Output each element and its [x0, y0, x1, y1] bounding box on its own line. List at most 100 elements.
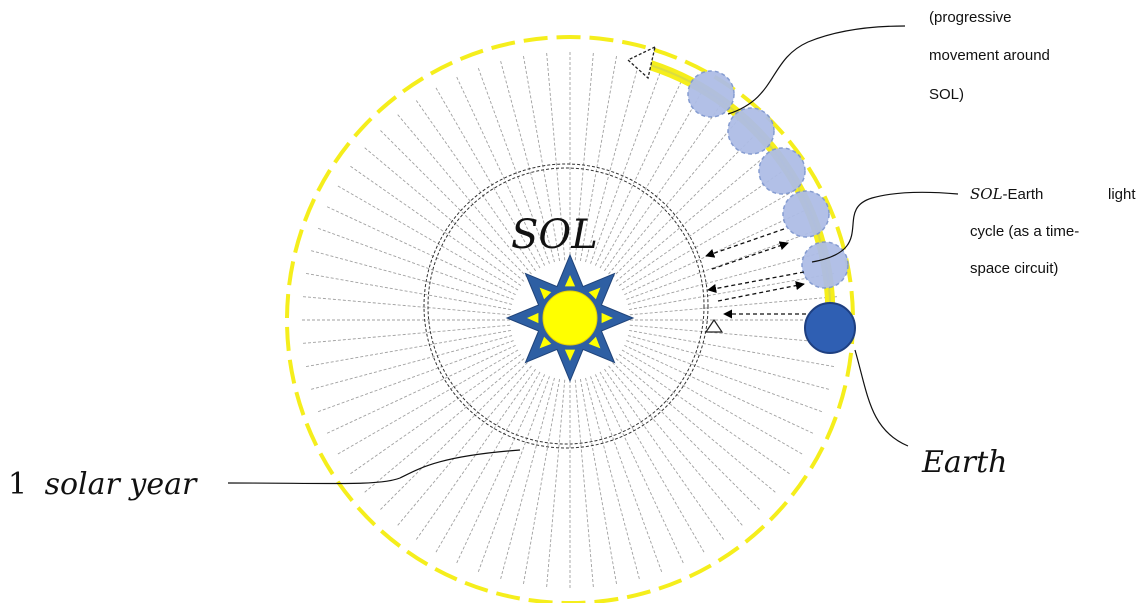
ray-line — [378, 362, 528, 512]
ray-line — [621, 349, 805, 456]
movement-label-line: (progressive — [929, 9, 1012, 26]
ray-line — [396, 365, 532, 528]
ray-line — [629, 296, 840, 316]
ray-line — [477, 376, 550, 574]
year-leader-line — [227, 449, 521, 485]
ray-line — [608, 365, 744, 528]
star-accent — [539, 287, 552, 300]
ray-line — [594, 75, 685, 266]
inner-circuit-arrowhead — [704, 318, 724, 333]
ray-line — [608, 112, 744, 275]
ray-line — [455, 75, 546, 266]
ray-line — [546, 50, 566, 261]
ray-line — [414, 98, 536, 272]
ray-line — [629, 329, 836, 368]
progress-arrowhead — [626, 45, 656, 80]
ray-line — [300, 296, 511, 316]
ray-line — [396, 112, 532, 275]
cycle-label-sol: SOL — [970, 185, 1003, 203]
ray-line — [579, 379, 618, 586]
ray-line — [604, 368, 726, 542]
light-arrow — [711, 241, 789, 270]
star-accent — [527, 312, 539, 324]
ray-line — [615, 146, 778, 282]
ray-line — [624, 205, 815, 296]
light-arrow — [717, 281, 805, 302]
ray-line — [335, 184, 519, 291]
star-accent — [564, 349, 576, 361]
star-accent — [588, 287, 601, 300]
ray-line — [378, 128, 528, 278]
ray-line — [522, 54, 561, 261]
ray-line — [325, 344, 516, 435]
ray-line — [499, 59, 555, 263]
ray-line — [335, 349, 519, 456]
ray-line — [477, 66, 550, 264]
ray-line — [621, 184, 805, 291]
cycle-label-line: space circuit) — [970, 260, 1058, 277]
ghost-earth — [801, 241, 849, 289]
ray-line — [615, 358, 778, 494]
sol-label: SOL — [511, 212, 598, 258]
ray-line — [348, 164, 522, 286]
star-accent — [601, 312, 613, 324]
ray-line — [325, 205, 516, 296]
ray-line — [585, 377, 641, 581]
ray-line — [499, 377, 555, 581]
ray-line — [629, 272, 836, 311]
cycle-label-line: SOL-Earth — [970, 185, 1043, 203]
ray-line — [362, 358, 525, 494]
ray-line — [348, 354, 522, 476]
ray-line — [316, 340, 514, 413]
ray-line — [362, 146, 525, 282]
star-accent — [588, 336, 601, 349]
ray-line — [316, 227, 514, 300]
movement-label-line: SOL) — [929, 86, 964, 103]
year-number: 1 — [8, 467, 27, 502]
ray-line — [624, 344, 815, 435]
earth-leader-line — [854, 349, 909, 447]
movement-label-line: movement around — [929, 47, 1050, 64]
ray-line — [626, 227, 824, 300]
year-text: solar year — [45, 467, 198, 502]
ray-line — [579, 54, 618, 261]
ray-line — [627, 249, 831, 305]
year-label: 1 solar year — [8, 467, 198, 502]
ray-line — [626, 340, 824, 413]
ray-line — [618, 164, 792, 286]
cycle-label-earth: -Earth — [1003, 186, 1044, 203]
ghost-earth-positions — [687, 70, 849, 289]
sun — [505, 253, 635, 383]
ray-line — [585, 59, 641, 263]
ray-line — [599, 371, 706, 555]
inner-circuit-inner — [427, 167, 705, 445]
earth-label: Earth — [921, 445, 1008, 480]
ray-line — [309, 335, 513, 391]
light-arrow — [705, 228, 785, 258]
ray-line — [590, 66, 663, 264]
ray-line — [546, 379, 566, 590]
cycle-label-light: light — [1108, 186, 1136, 203]
ray-line — [522, 379, 561, 586]
ray-line — [574, 50, 594, 261]
ray-line — [599, 85, 706, 269]
ray-line — [300, 324, 511, 344]
earth-circle — [804, 302, 856, 354]
cycle-label-line: cycle (as a time- — [970, 223, 1079, 240]
star-accent — [564, 275, 576, 287]
inner-circuit-outer — [423, 163, 709, 449]
cycle-leader-line — [811, 191, 959, 263]
ray-line — [590, 376, 663, 574]
ray-line — [629, 324, 840, 344]
cycle-label: SOL-Earth light cycle (as a time- space … — [970, 185, 1136, 277]
ray-line — [434, 85, 541, 269]
ray-line — [455, 374, 546, 565]
sun-star-accents — [527, 275, 613, 361]
ghost-earth — [687, 70, 735, 118]
ray-line — [604, 98, 726, 272]
ghost-earth — [758, 147, 806, 195]
ghost-earth — [782, 190, 830, 238]
ray-line — [574, 379, 594, 590]
ray-line — [612, 128, 762, 278]
